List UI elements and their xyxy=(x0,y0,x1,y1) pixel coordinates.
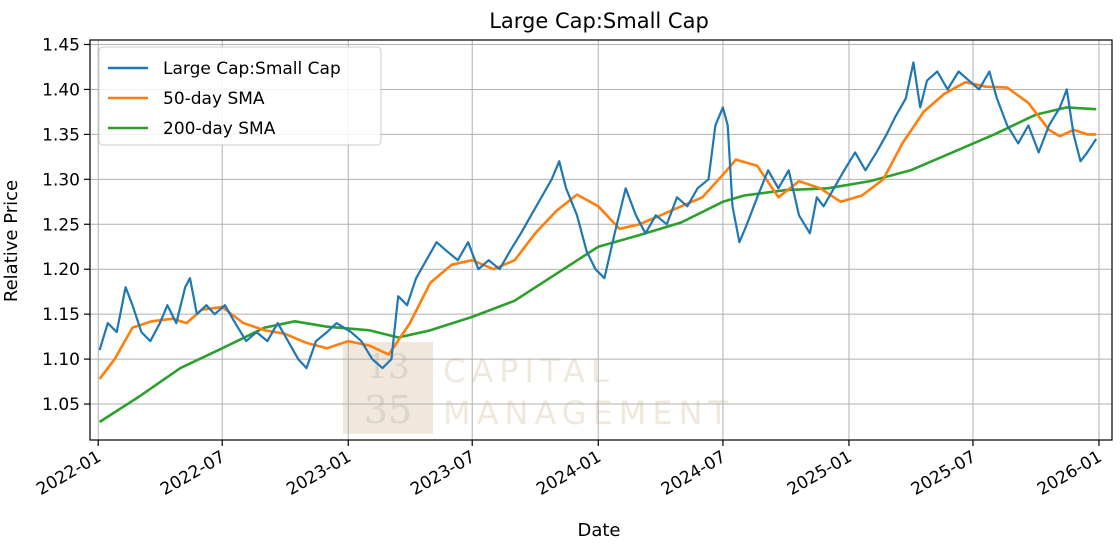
y-axis-title: Relative Price xyxy=(1,180,22,302)
legend-box xyxy=(98,46,382,146)
y-tick-label: 1.45 xyxy=(42,35,80,55)
y-tick-label: 1.40 xyxy=(42,80,80,100)
x-axis-title: Date xyxy=(577,520,620,541)
x-tick-label: 2022-01 xyxy=(33,447,105,500)
series-line-ratio xyxy=(98,61,1098,370)
x-tick-label: 2026-01 xyxy=(1034,447,1106,500)
x-tick-label: 2024-01 xyxy=(533,447,605,500)
y-tick-label: 1.05 xyxy=(42,395,80,415)
x-tick-label: 2022-07 xyxy=(157,447,229,500)
watermark-line-2: MANAGEMENT xyxy=(443,394,734,432)
series-line-sma200 xyxy=(98,106,1097,424)
y-tick-label: 1.10 xyxy=(42,350,80,370)
y-tick-label: 1.35 xyxy=(42,125,80,145)
legend-label-ratio: Large Cap:Small Cap xyxy=(163,59,341,79)
legend-label-sma50: 50-day SMA xyxy=(163,89,265,109)
x-tick-label: 2023-01 xyxy=(283,447,355,500)
x-tick-label: 2023-07 xyxy=(407,447,479,500)
y-tick-label: 1.15 xyxy=(42,305,80,325)
legend: Large Cap:Small Cap 50-day SMA 200-day S… xyxy=(98,46,382,146)
watermark-line-1: CAPITAL xyxy=(443,352,615,390)
y-tick-label: 1.25 xyxy=(42,215,80,235)
watermark: 13 35 CAPITAL MANAGEMENT xyxy=(343,342,734,434)
chart-title: Large Cap:Small Cap xyxy=(489,9,709,33)
plot-frame xyxy=(89,39,1113,441)
y-axis: 1.05 1.10 1.15 1.20 1.25 1.30 1.35 1.40 1.45 xyxy=(42,35,90,415)
legend-label-sma200: 200-day SMA xyxy=(163,119,276,139)
grid xyxy=(90,40,1112,440)
x-tick-label: 2024-07 xyxy=(658,447,730,500)
x-tick-label: 2025-01 xyxy=(784,447,856,500)
y-tick-label: 1.20 xyxy=(42,260,80,280)
x-tick-label: 2025-07 xyxy=(908,447,980,500)
y-tick-label: 1.30 xyxy=(42,170,80,190)
x-axis: 2022-01 2022-07 2023-01 2023-07 2024-01 2024-… xyxy=(33,440,1105,500)
series-layer xyxy=(98,61,1098,424)
series-line-sma50 xyxy=(98,80,1097,380)
watermark-logo-box xyxy=(343,342,433,434)
watermark-number-bottom: 35 xyxy=(364,388,412,432)
